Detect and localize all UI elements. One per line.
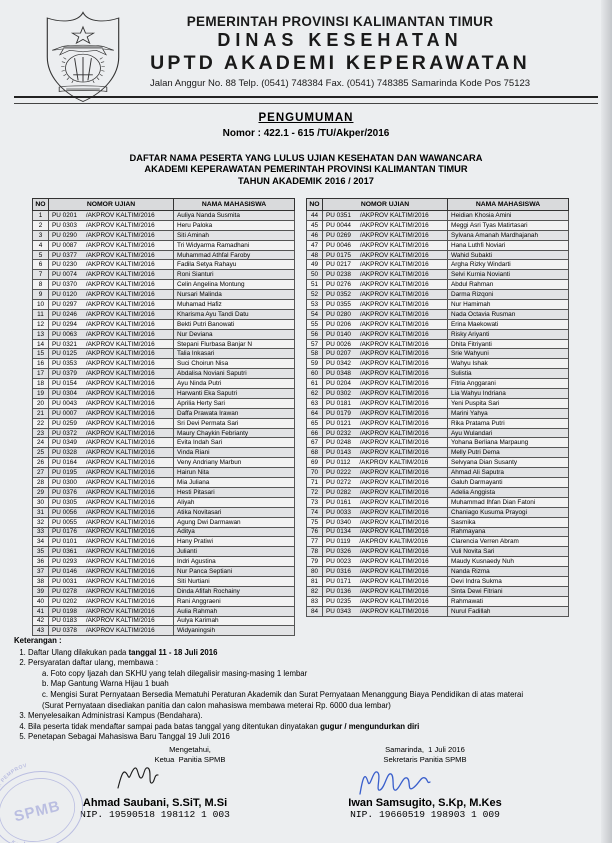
svg-text:SPMB: SPMB — [12, 797, 62, 825]
